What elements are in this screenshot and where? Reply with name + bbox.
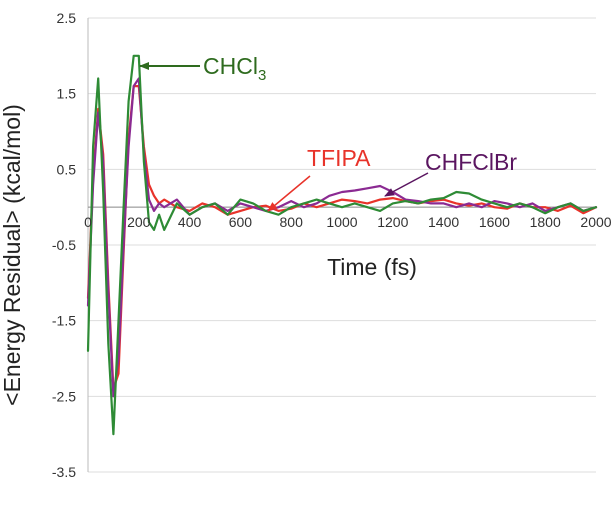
x-axis-title: Time (fs)	[327, 254, 417, 280]
x-tick-label: 1000	[326, 214, 357, 230]
y-tick-label: 0.5	[57, 161, 77, 177]
series-line-chfclbr	[86, 77, 598, 398]
gridlines	[88, 17, 596, 473]
chfclbr-arrow	[384, 172, 429, 197]
y-tick-label: 2.5	[57, 10, 77, 26]
x-tick-label: 1200	[377, 214, 408, 230]
chcl3-label: CHCl3	[203, 53, 266, 84]
x-tick-label: 0	[84, 214, 92, 230]
series-line-chcl3	[86, 54, 598, 436]
chfclbr-label: CHFClBr	[425, 149, 517, 175]
y-tick-label: -0.5	[52, 237, 76, 253]
y-tick-label: -3.5	[52, 464, 76, 480]
x-tick-label: 800	[280, 214, 304, 230]
y-tick-label: 1.5	[57, 86, 77, 102]
x-tick-label: 600	[229, 214, 253, 230]
x-tick-label: 200	[127, 214, 151, 230]
y-tick-label: -1.5	[52, 313, 76, 329]
x-tick-label: 400	[178, 214, 202, 230]
series-lines	[86, 54, 598, 436]
x-tick-label: 2000	[580, 214, 611, 230]
annotations: CHCl3 TFIPA CHFClBr	[139, 53, 517, 212]
chcl3-label-sub: 3	[258, 67, 266, 84]
x-tick-label: 1600	[479, 214, 510, 230]
tfipa-label: TFIPA	[307, 145, 371, 171]
tfipa-arrow	[267, 175, 311, 212]
y-tick-labels: 2.5 1.5 0.5 -0.5 -1.5 -2.5 -3.5	[52, 10, 76, 480]
y-tick-label: -2.5	[52, 388, 76, 404]
x-tick-label: 1800	[530, 214, 561, 230]
y-axis-title: <Energy Residual> (kcal/mol)	[0, 104, 25, 406]
chcl3-label-main: CHCl	[203, 53, 258, 79]
x-tick-label: 1400	[428, 214, 459, 230]
x-tick-labels: 0 200 400 600 800 1000 1200 1400 1600 1800 2000	[84, 214, 612, 230]
series-line-tfipa	[86, 84, 598, 390]
